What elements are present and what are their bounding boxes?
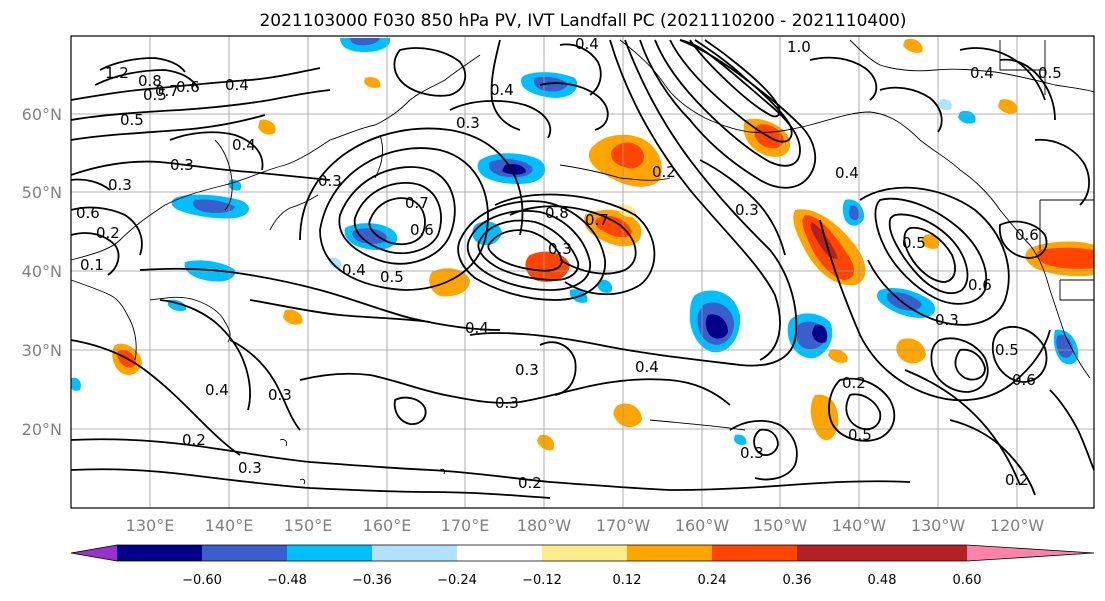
contour-label: 0.5: [120, 111, 144, 129]
contour-labels: 1.2 0.8 0.6 0.7 0.5 0.4 0.4 0.3 0.3 0.3 …: [76, 35, 1062, 492]
lon-tick-label: 150°E: [284, 516, 333, 535]
contour-label: 0.4: [635, 358, 659, 376]
colorbar: −0.60 −0.48 −0.36 −0.24 −0.12 0.12 0.24 …: [70, 544, 1095, 588]
lon-tick-label: 120°W: [990, 516, 1045, 535]
colorbar-tick-label: 0.36: [783, 573, 812, 588]
contour-label: 0.5: [380, 268, 404, 286]
contour-label: 0.6: [176, 78, 200, 96]
contour-label: 0.2: [652, 163, 676, 181]
colorbar-tick-label: 0.48: [868, 573, 897, 588]
contour-label: 0.3: [515, 361, 539, 379]
colorbar-extend-left: [71, 545, 117, 561]
contour-label: 0.8: [138, 72, 162, 90]
colorbar-tick-label: 0.60: [953, 573, 982, 588]
lon-tick-label: 160°E: [363, 516, 412, 535]
colorbar-segment: [202, 545, 287, 561]
contour-label: 0.6: [410, 221, 434, 239]
contour-label: 0.2: [182, 431, 206, 449]
contour-label: 0.5: [902, 234, 926, 252]
colorbar-segment: [457, 545, 542, 561]
contour-label: 0.4: [970, 64, 994, 82]
latitude-labels: 20°N 30°N 40°N 50°N 60°N: [22, 105, 62, 439]
contour-label: 0.5: [995, 341, 1019, 359]
contour-label: 0.4: [225, 76, 249, 94]
lon-tick-label: 160°W: [675, 516, 730, 535]
contour-label: 0.2: [96, 224, 120, 242]
colorbar-tick-label: −0.12: [522, 573, 562, 588]
colorbar-tick-label: −0.60: [182, 573, 222, 588]
longitude-labels: 130°E 140°E 150°E 160°E 170°E 180°W 170°…: [126, 516, 1045, 535]
contour-label: 1.2: [105, 64, 129, 82]
colorbar-segment: [627, 545, 712, 561]
contour-label: 0.6: [1015, 226, 1039, 244]
colorbar-tick-label: −0.48: [267, 573, 307, 588]
contour-label: 0.4: [575, 35, 599, 53]
contour-label: 0.4: [490, 81, 514, 99]
contour-label: 0.6: [76, 204, 100, 222]
contour-label: 0.2: [842, 374, 866, 392]
contour-label: 0.7: [155, 82, 179, 100]
contour-label: 0.3: [495, 394, 519, 412]
contour-label: 0.4: [465, 319, 489, 337]
map-panel: 1.2 0.8 0.6 0.7 0.5 0.4 0.4 0.3 0.3 0.3 …: [70, 35, 1095, 509]
lon-tick-label: 170°E: [441, 516, 490, 535]
contour-label: 0.5: [1038, 64, 1062, 82]
lat-tick-label: 50°N: [22, 183, 62, 202]
colorbar-segment: [797, 545, 882, 561]
contour-label: 0.3: [548, 240, 572, 258]
colorbar-segment: [117, 545, 202, 561]
contour-label: 0.5: [848, 426, 872, 444]
lon-tick-label: 130°W: [911, 516, 966, 535]
contour-label: 0.4: [835, 164, 859, 182]
contour-label: 0.3: [238, 459, 262, 477]
pv-contours: [70, 39, 1095, 499]
lat-tick-label: 20°N: [22, 420, 62, 439]
contour-label: 0.1: [80, 256, 104, 274]
lon-tick-label: 180°W: [517, 516, 572, 535]
contour-label: 0.7: [585, 211, 609, 229]
colorbar-segment: [712, 545, 797, 561]
contour-label: 0.3: [268, 386, 292, 404]
contour-label: 0.3: [456, 114, 480, 132]
contour-label: 0.2: [1005, 471, 1029, 489]
lon-tick-label: 140°E: [205, 516, 254, 535]
contour-label: 0.5: [143, 86, 167, 104]
colorbar-tick-label: 0.12: [613, 573, 642, 588]
colorbar-segment: [287, 545, 372, 561]
lat-tick-label: 60°N: [22, 105, 62, 124]
colorbar-segment: [542, 545, 627, 561]
colorbar-extend-right-tip: [967, 545, 1094, 561]
contour-label: 0.4: [232, 136, 256, 154]
contour-label: 0.3: [170, 156, 194, 174]
colorbar-extend-right: [882, 545, 967, 561]
contour-label: 0.6: [1012, 371, 1036, 389]
lon-tick-label: 170°W: [596, 516, 651, 535]
contour-label: 0.7: [405, 194, 429, 212]
contour-label: 0.3: [735, 201, 759, 219]
colorbar-tick-label: −0.36: [352, 573, 392, 588]
lon-tick-label: 130°E: [126, 516, 175, 535]
contour-label: 0.3: [318, 172, 342, 190]
lon-tick-label: 150°W: [753, 516, 808, 535]
contour-label: 0.4: [205, 381, 229, 399]
contour-label: 0.4: [342, 261, 366, 279]
contour-label: 1.0: [787, 38, 811, 56]
map-title: 2021103000 F030 850 hPa PV, IVT Landfall…: [259, 11, 906, 31]
colorbar-segment: [372, 545, 457, 561]
coastlines: [70, 39, 1095, 485]
contour-label: 0.2: [518, 474, 542, 492]
contour-label: 0.8: [545, 204, 569, 222]
colorbar-tick-label: 0.24: [698, 573, 727, 588]
contour-label: 0.3: [108, 176, 132, 194]
colorbar-tick-label: −0.24: [437, 573, 477, 588]
map-frame: [70, 35, 1095, 509]
lat-tick-label: 40°N: [22, 262, 62, 281]
lat-tick-label: 30°N: [22, 341, 62, 360]
contour-label: 0.3: [935, 311, 959, 329]
lon-tick-label: 140°W: [832, 516, 887, 535]
contour-label: 0.6: [968, 276, 992, 294]
contour-label: 0.3: [740, 444, 764, 462]
